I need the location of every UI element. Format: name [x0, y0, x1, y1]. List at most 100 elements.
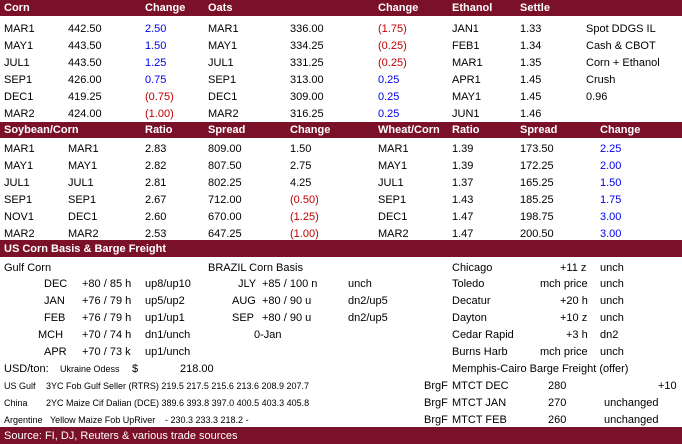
table-cell: 807.50 — [208, 160, 242, 172]
table-cell: 419.25 — [68, 91, 102, 103]
table-cell: unch — [600, 346, 624, 358]
table-cell: SEP1 — [378, 194, 407, 206]
table-cell: +70 / 74 h — [82, 329, 132, 341]
table-cell: 1.50 — [600, 177, 622, 189]
table-cell: (0.25) — [378, 40, 407, 52]
table-cell: (1.00) — [145, 108, 174, 120]
table-cell: 443.50 — [68, 57, 102, 69]
table-cell: 260 — [548, 414, 567, 426]
table-cell: NOV1 — [4, 211, 34, 223]
table-cell: 1.39 — [452, 160, 474, 172]
table-cell: AUG — [232, 295, 256, 307]
table-cell: (1.75) — [378, 23, 407, 35]
table-cell: 2.53 — [145, 228, 167, 240]
table-cell: 1.46 — [520, 108, 542, 120]
table-cell: MAY1 — [208, 40, 238, 52]
table-cell: 2.81 — [145, 177, 167, 189]
table-cell: mch price — [540, 278, 588, 290]
table-cell: 2.00 — [600, 160, 622, 172]
table-cell: SEP — [232, 312, 255, 324]
header-label: US Corn Basis & Barge Freight — [4, 243, 166, 255]
table-cell: 280 — [548, 380, 567, 392]
table-cell: (1.25) — [290, 211, 319, 223]
table-cell: dn1/unch — [145, 329, 191, 341]
table-cell: 313.00 — [290, 74, 324, 86]
table-cell: unch — [600, 312, 624, 324]
table-cell: DEC1 — [208, 91, 238, 103]
table-cell: 1.43 — [452, 194, 474, 206]
table-cell: 802.25 — [208, 177, 242, 189]
table-cell: Decatur — [452, 295, 491, 307]
table-cell: 198.75 — [520, 211, 554, 223]
table-cell: unch — [600, 278, 624, 290]
table-cell: JUL1 — [208, 57, 234, 69]
table-cell: Burns Harb — [452, 346, 508, 358]
table-cell: 1.34 — [520, 40, 542, 52]
table-cell: 309.00 — [290, 91, 324, 103]
table-cell: JLY — [238, 278, 257, 290]
table-cell: USD/ton: — [4, 363, 49, 375]
table-cell: (0.75) — [145, 91, 174, 103]
table-cell: MCH — [38, 329, 64, 341]
table-cell: 2YC Maize Cif Dalian (DCE) 389.6 393.8 3… — [46, 398, 310, 408]
table-cell: $ — [132, 363, 139, 375]
table-cell: JUL1 — [378, 177, 404, 189]
table-cell: +11 z — [560, 262, 587, 274]
section-header-bar — [0, 427, 682, 444]
table-cell: 443.50 — [68, 40, 102, 52]
table-cell: MAR1 — [452, 57, 483, 69]
table-cell: JUL1 — [68, 177, 94, 189]
table-cell: MAR1 — [378, 143, 409, 155]
table-cell: 1.47 — [452, 211, 474, 223]
table-cell: +10 — [658, 380, 677, 392]
table-cell: SEP1 — [208, 74, 237, 86]
table-cell: Toledo — [452, 278, 485, 290]
table-cell: 334.25 — [290, 40, 324, 52]
header-label: Spread — [520, 124, 558, 136]
header-label: Change — [290, 124, 331, 136]
table-cell: MAR1 — [4, 143, 35, 155]
table-cell: 331.25 — [290, 57, 324, 69]
table-cell: 3.00 — [600, 211, 622, 223]
table-cell: up8/up10 — [145, 278, 191, 290]
table-cell: Gulf Corn — [4, 262, 52, 274]
table-cell: MAY1 — [378, 160, 408, 172]
table-cell: DEC1 — [378, 211, 408, 223]
table-cell: MAR2 — [68, 228, 99, 240]
table-cell: DEC1 — [68, 211, 98, 223]
table-cell: 2.60 — [145, 211, 167, 223]
table-cell: MTCT JAN — [452, 397, 507, 409]
table-cell: 1.45 — [520, 91, 542, 103]
table-cell: Cash & CBOT — [586, 40, 656, 52]
table-cell: 172.25 — [520, 160, 554, 172]
table-cell: BRAZIL Corn Basis — [208, 262, 303, 274]
table-cell: US Gulf — [4, 381, 36, 391]
table-cell: unch — [600, 262, 624, 274]
table-cell: (0.50) — [290, 194, 319, 206]
section-header-bar — [0, 0, 682, 16]
table-cell: APR1 — [452, 74, 481, 86]
table-cell: 4.25 — [290, 177, 312, 189]
table-cell: 200.50 — [520, 228, 554, 240]
table-cell: +76 / 79 h — [82, 312, 132, 324]
table-cell: JUL1 — [4, 177, 30, 189]
header-label: Source: FI, DJ, Reuters & various trade … — [4, 430, 238, 442]
table-cell: +80 / 90 u — [262, 312, 312, 324]
table-cell: MTCT FEB — [452, 414, 507, 426]
table-cell: 1.35 — [520, 57, 542, 69]
header-label: Change — [378, 2, 419, 14]
table-cell: Memphis-Cairo Barge Freight (offer) — [452, 363, 629, 375]
table-cell: SEP1 — [4, 194, 33, 206]
table-cell: +3 h — [566, 329, 588, 341]
table-cell: Crush — [586, 74, 616, 86]
table-cell: MAR2 — [208, 108, 239, 120]
table-cell: JUL1 — [4, 57, 30, 69]
table-cell: 670.00 — [208, 211, 242, 223]
table-cell: Ukraine Odess — [60, 364, 120, 374]
table-cell: 1.25 — [145, 57, 167, 69]
table-cell: up5/up2 — [145, 295, 185, 307]
table-cell: 1.75 — [600, 194, 622, 206]
table-cell: MAR2 — [378, 228, 409, 240]
table-cell: MAY1 — [4, 160, 34, 172]
